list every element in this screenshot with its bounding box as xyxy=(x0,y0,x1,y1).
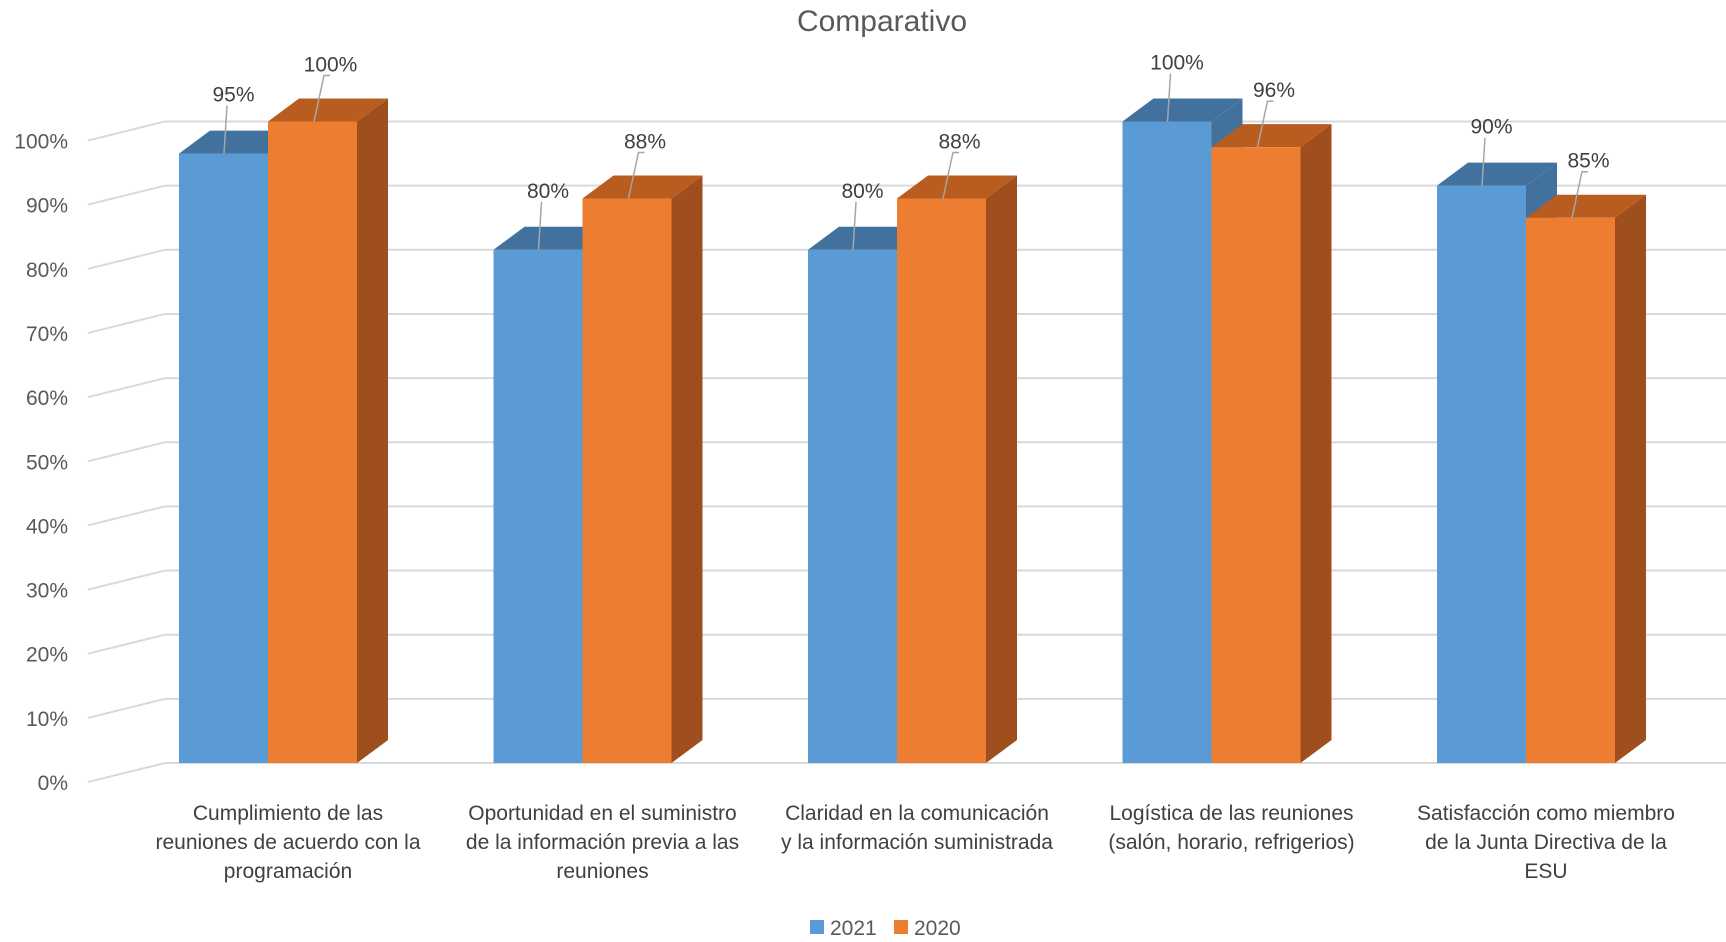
data-label: 96% xyxy=(1253,79,1295,102)
category-label-line: y la información suministrada xyxy=(781,831,1053,854)
bar-side xyxy=(986,175,1017,764)
data-label-leader xyxy=(537,201,543,250)
bar-2020-2 xyxy=(897,175,1017,764)
y-tick-label: 80% xyxy=(26,259,68,282)
bars xyxy=(179,98,1646,764)
data-labels: 95% 100% 80% 88% 80% 88% 100% 96% 90% 85% xyxy=(212,52,1610,250)
data-label-leader xyxy=(627,151,645,199)
y-axis-ticks: 0% 10% 20% 30% 40% 50% 60% 70% 80% 90% 100% xyxy=(14,131,68,796)
bar-top xyxy=(1437,162,1557,186)
data-label: 80% xyxy=(527,180,569,203)
category-label-line: Oportunidad en el suministro xyxy=(468,802,736,825)
y-tick-label: 30% xyxy=(26,580,68,603)
category-label: Logística de las reuniones (salón, horari… xyxy=(1108,802,1354,854)
legend: 2021 2020 xyxy=(810,917,961,940)
category-labels: Cumplimiento de las reuniones de acuerdo … xyxy=(155,802,1674,883)
gridline-diagonal xyxy=(87,120,166,142)
bar-front xyxy=(808,249,897,764)
bar-side xyxy=(357,98,388,763)
data-label-leader xyxy=(852,201,857,250)
bar-front xyxy=(1211,147,1301,763)
data-label: 80% xyxy=(841,180,883,203)
gridline-diagonal xyxy=(87,569,166,591)
y-tick-label: 90% xyxy=(26,195,68,218)
bar-side xyxy=(1300,124,1332,763)
category-label-line: de la Junta Directiva de la xyxy=(1425,831,1667,854)
bar-front xyxy=(1122,121,1212,763)
data-label: 88% xyxy=(938,130,980,153)
bar-side xyxy=(1615,194,1646,764)
data-label-leader xyxy=(1481,137,1486,186)
category-label-line: Claridad en la comunicación xyxy=(785,802,1049,825)
data-label: 100% xyxy=(304,54,358,77)
data-label-leader xyxy=(1571,170,1588,218)
data-label-leader xyxy=(942,151,959,199)
category-label-line: reuniones de acuerdo con la xyxy=(155,831,420,854)
data-label-leader xyxy=(1256,100,1274,148)
gridline-diagonal xyxy=(87,184,166,206)
data-label-leader xyxy=(313,74,330,122)
bar-front xyxy=(493,249,583,764)
bar-top xyxy=(1526,194,1646,218)
data-label: 90% xyxy=(1470,116,1512,139)
y-tick-label: 60% xyxy=(26,387,68,410)
category-label-line: de la información previa a las xyxy=(466,831,739,854)
y-tick-label: 20% xyxy=(26,644,68,667)
y-tick-label: 10% xyxy=(26,708,68,731)
y-tick-label: 0% xyxy=(38,772,68,795)
category-label: Claridad en la comunicación y la informac… xyxy=(781,802,1053,854)
bar-front xyxy=(897,198,986,764)
chart-title: Comparativo xyxy=(797,5,967,38)
bar-2020-4 xyxy=(1526,194,1646,764)
category-label-line: Logística de las reuniones xyxy=(1110,802,1354,825)
gridline-diagonal xyxy=(87,697,166,719)
bar-side xyxy=(671,175,703,764)
bar-front xyxy=(1526,217,1615,764)
y-tick-label: 50% xyxy=(26,451,68,474)
y-tick-label: 70% xyxy=(26,323,68,346)
category-label-line: programación xyxy=(224,860,352,883)
category-label: Cumplimiento de las reuniones de acuerdo … xyxy=(155,802,420,883)
data-label: 95% xyxy=(212,84,254,107)
data-label-leader xyxy=(1166,73,1172,122)
bar-top xyxy=(582,175,703,199)
y-tick-label: 100% xyxy=(14,131,68,154)
category-label-line: (salón, horario, refrigerios) xyxy=(1108,831,1354,854)
gridline-diagonal xyxy=(87,441,166,463)
gridline-diagonal xyxy=(87,505,166,527)
bar-2020-3 xyxy=(1211,124,1332,763)
data-label: 88% xyxy=(624,130,666,153)
gridline-diagonal xyxy=(87,248,166,270)
bar-front xyxy=(268,121,357,763)
bar-front xyxy=(1437,185,1526,763)
category-label-line: Cumplimiento de las xyxy=(193,802,383,825)
category-label-line: Satisfacción como miembro xyxy=(1417,802,1675,825)
gridline-diagonal xyxy=(87,312,166,334)
bar-top xyxy=(1122,98,1243,122)
category-label: Satisfacción como miembro de la Junta Dir… xyxy=(1417,802,1675,883)
bar-front xyxy=(582,198,672,764)
legend-swatch xyxy=(894,920,908,934)
legend-label: 2021 xyxy=(830,917,877,940)
legend-label: 2020 xyxy=(914,917,961,940)
category-label-line: ESU xyxy=(1524,860,1567,883)
bar-top xyxy=(897,175,1017,199)
bar-2020-1 xyxy=(582,175,703,764)
bar-top xyxy=(1211,124,1332,148)
category-label: Oportunidad en el suministro de la inform… xyxy=(466,802,739,883)
gridline-diagonal xyxy=(87,762,166,783)
bar-2020-0 xyxy=(268,98,388,763)
legend-swatch xyxy=(810,920,824,934)
bar-top xyxy=(268,98,388,122)
bar-front xyxy=(179,153,268,763)
category-label-line: reuniones xyxy=(556,860,648,883)
y-tick-label: 40% xyxy=(26,515,68,538)
data-label-leader xyxy=(223,105,228,154)
data-label: 100% xyxy=(1150,52,1204,75)
gridline-diagonal xyxy=(87,377,166,399)
gridline-diagonal xyxy=(87,633,166,655)
data-label: 85% xyxy=(1567,150,1609,173)
